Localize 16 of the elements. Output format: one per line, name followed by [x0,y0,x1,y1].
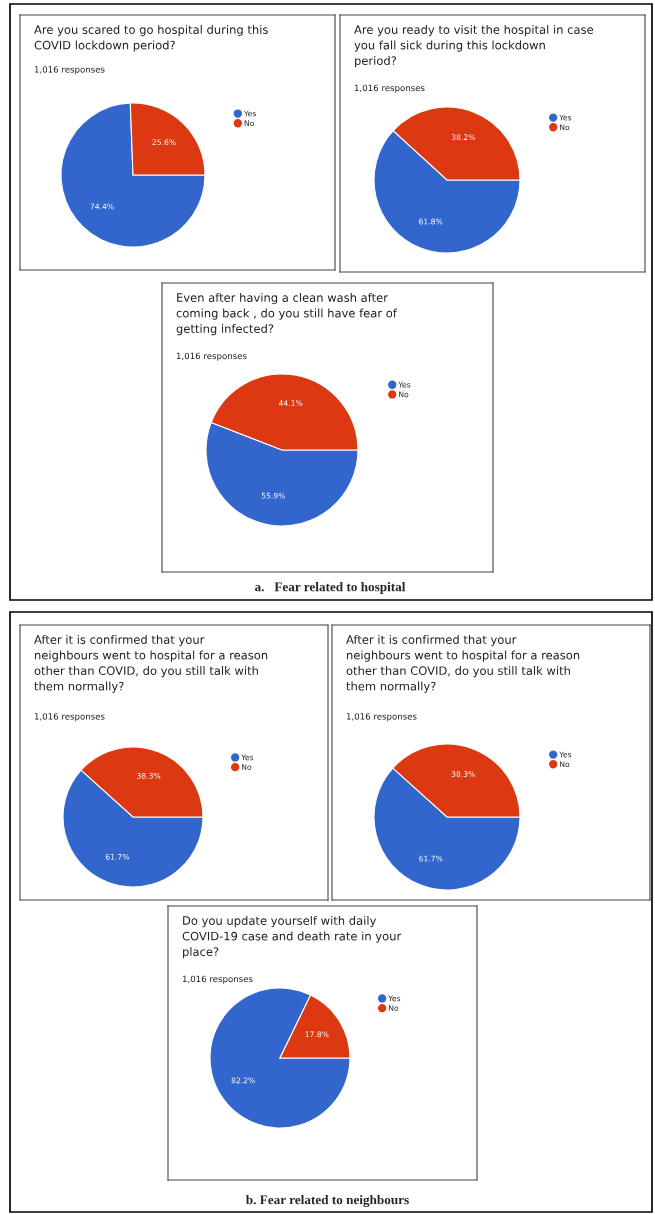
chart-title: Even after having a clean wash after coming back , do you still have fear of getting infected? [176,293,398,336]
chart-title: After it is confirmed that your neighbours went to hospital for a reason other than COVID, do you still talk with them normally? [34,635,268,693]
chart-title: Do you update yourself with daily COVID-19 case and death rate in your place? [182,916,402,959]
pie-slice [60,102,206,248]
chart-subtitle: 1,016 responses [182,975,253,984]
pie-slice [209,987,351,1129]
chart-title: Are you scared to go hospital during this COVID lockdown period? [34,25,268,52]
chart-title: After it is confirmed that your neighbours went to hospital for a reason other than COVID, do you still talk with them normally? [346,635,580,693]
chart-subtitle: 1,016 responses [34,66,105,75]
chart-subtitle: 1,016 responses [354,84,425,93]
chart-title: Are you ready to visit the hospital in case you fall sick during this lockdown period? [354,25,594,68]
text: a. Fear related to hospital [254,582,406,594]
text: b. Fear related to neighbours [245,1194,409,1208]
chart-subtitle: 1,016 responses [34,713,105,722]
chart-subtitle: 1,016 responses [176,352,247,361]
chart-subtitle: 1,016 responses [346,713,417,722]
